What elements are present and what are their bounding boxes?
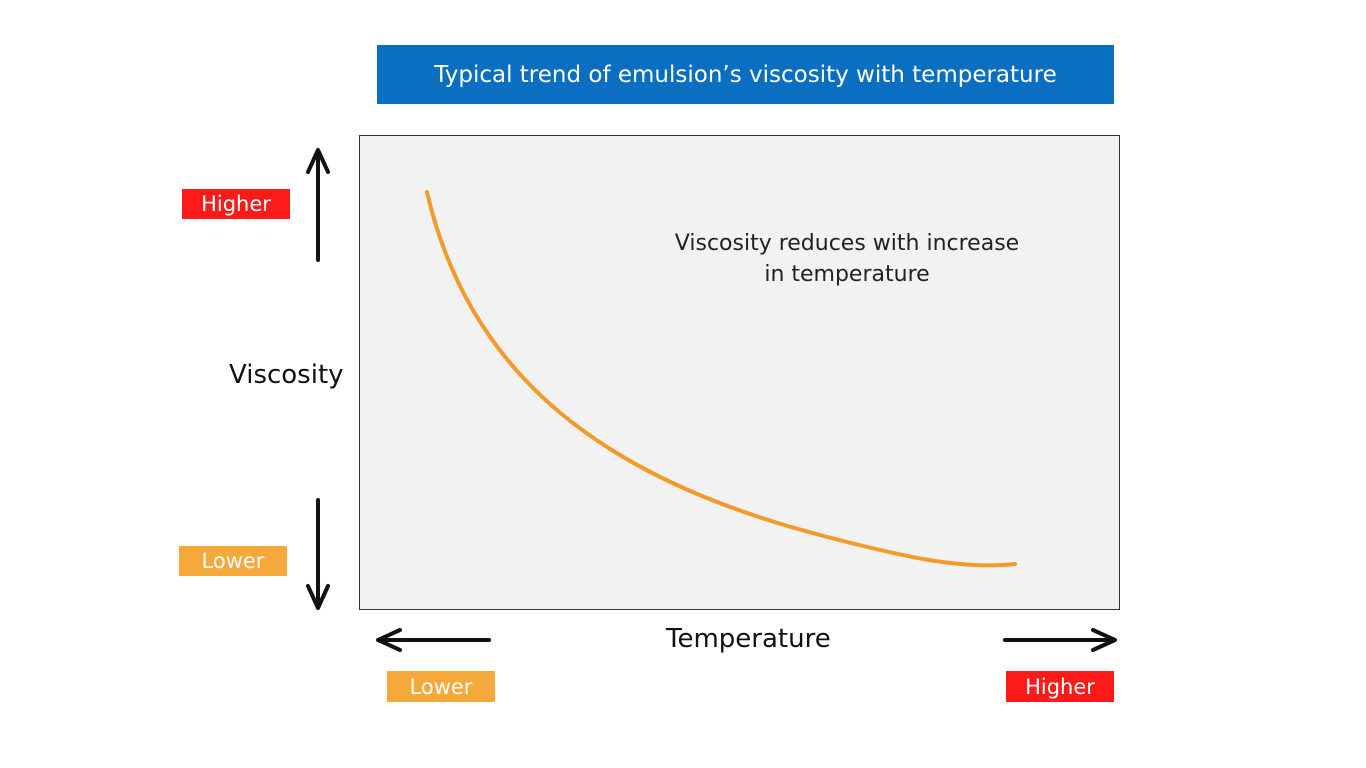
y-axis-lower-text: Lower: [201, 549, 265, 573]
y-axis-label: Viscosity: [229, 360, 344, 390]
y-axis-lower-badge: Lower: [179, 546, 287, 576]
x-axis-label: Temperature: [666, 624, 831, 654]
y-axis-up-arrow: [306, 148, 330, 262]
y-axis-higher-text: Higher: [201, 192, 271, 216]
y-axis-down-arrow: [306, 498, 330, 610]
annotation-line-2: in temperature: [764, 262, 930, 287]
x-axis-higher-badge: Higher: [1006, 671, 1114, 702]
x-axis-higher-text: Higher: [1025, 674, 1095, 699]
x-axis-lower-badge: Lower: [387, 671, 495, 702]
x-axis-left-arrow: [376, 628, 491, 652]
y-axis-higher-badge: Higher: [182, 189, 290, 219]
curve-annotation: Viscosity reduces with increase in tempe…: [640, 228, 1054, 290]
diagram-title: Typical trend of emulsion’s viscosity wi…: [377, 45, 1114, 104]
plot-area: [359, 135, 1120, 610]
annotation-line-1: Viscosity reduces with increase: [674, 231, 1020, 256]
x-axis-right-arrow: [1003, 628, 1117, 652]
x-axis-lower-text: Lower: [409, 674, 473, 699]
diagram-title-text: Typical trend of emulsion’s viscosity wi…: [434, 61, 1057, 88]
